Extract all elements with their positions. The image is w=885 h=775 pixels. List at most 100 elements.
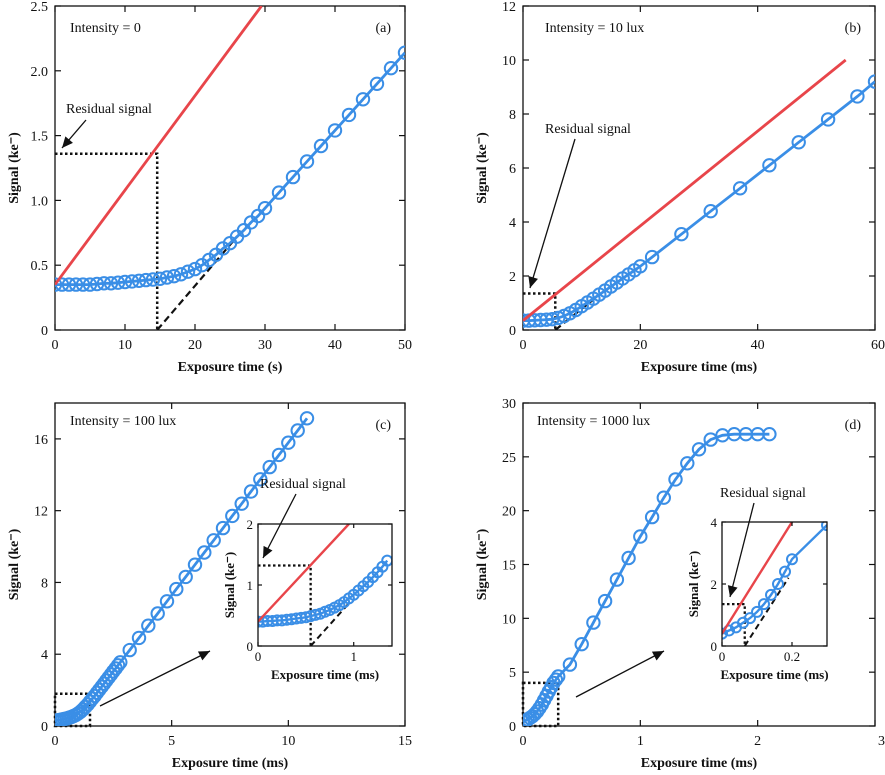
panel-a-measured-point: [145, 272, 161, 287]
panel-b-measured-point: [732, 181, 748, 196]
panel-d-xtick-label: 2: [754, 734, 761, 749]
panel-b-ideal-line: [523, 58, 847, 322]
panel-a-xtick-label: 40: [328, 338, 342, 353]
panel-b-ytick-label: 8: [509, 108, 516, 123]
panel-d-inset-measured-point: [779, 565, 791, 578]
panel-b: 0 20 40 60 0 2 4 6 8 10 12 Exposure time (ms) Signal…: [475, 0, 885, 375]
panel-a-xtick-label: 50: [398, 338, 412, 353]
panel-c-measured-point: [197, 545, 212, 560]
panel-c-measured-point: [253, 472, 268, 487]
panel-a-ytick-label: 2.0: [31, 65, 49, 80]
panel-d-inset-measured-point: [786, 553, 798, 566]
panel-d-panel-label: (d): [845, 418, 862, 433]
panel-d-inset-measured-point: [751, 605, 763, 618]
panel-d-measured-point: [762, 427, 777, 442]
panel-d-measured-point: [609, 572, 625, 587]
panel-c-inset-ylabel: Signal (ke⁻): [222, 552, 237, 618]
panel-c-ytick-label: 8: [41, 576, 48, 591]
panel-d-inset-residual-arrow-shaft: [729, 502, 755, 598]
panel-a-ytick-label: 1.5: [31, 130, 49, 145]
panel-a-series-measured: [55, 45, 405, 292]
panel-d-inset-measured-point: [765, 588, 777, 601]
panel-c-zoom-arrow: [99, 650, 211, 707]
panel-c-inset-ideal-line: [258, 524, 350, 623]
panel-b-ytick-label: 4: [509, 216, 516, 231]
panel-b-residual-arrow-head: [528, 276, 538, 288]
panel-a-measured-point: [124, 274, 140, 289]
panel-a-xlabel: Exposure time (s): [178, 360, 283, 375]
panel-c-inset-xtick-label: 0: [255, 649, 262, 664]
panel-a-measured-point: [131, 273, 147, 288]
panel-d-xtick-label: 1: [637, 734, 644, 749]
panel-a-measured-point: [355, 92, 371, 107]
panel-d-inset-ideal-line: [722, 522, 794, 635]
panel-a-measured-point: [55, 277, 63, 292]
panel-c-inset-measured-line: [258, 559, 389, 623]
panel-b-frame: [522, 5, 876, 331]
panel-b-xtick-label: 60: [871, 338, 885, 353]
panel-b-measured-point: [850, 89, 865, 104]
panel-c-ytick-label: 16: [34, 433, 48, 448]
panel-a: 0 10 20 30 40 50 0 0.5 1.0 1.5 2.0 2.5 Exposure time…: [7, 0, 412, 375]
panel-a-residual-arrow-head: [62, 136, 73, 148]
panel-d-inset-xtick-label: 0: [719, 649, 726, 664]
panel-a-ylabel: Signal (ke⁻): [7, 132, 22, 204]
panel-a-measured-point: [257, 201, 273, 216]
panel-a-ytick-label: 0.5: [31, 259, 49, 274]
panel-c-measured-point: [122, 642, 137, 658]
panel-c-inset-xlabel: Exposure time (ms): [271, 667, 379, 682]
panel-d-inset-measured-point: [744, 612, 756, 625]
panel-d-ylabel: Signal (ke⁻): [475, 528, 490, 600]
panel-d-measured-point: [691, 442, 707, 457]
panel-a-measured-point: [103, 276, 119, 291]
panel-c-inset-residual-label: Residual signal: [260, 477, 346, 492]
panel-b-residual-arrow-shaft: [529, 138, 576, 289]
panel-d-xlabel: Exposure time (ms): [641, 756, 758, 771]
panel-c-panel-label: (c): [375, 418, 391, 433]
panel-b-measured-point: [791, 135, 806, 150]
panel-b-measured-point: [762, 158, 777, 173]
panel-c-inset-ytick-label: 0: [247, 639, 254, 654]
panel-c-measured-point: [271, 447, 287, 463]
panel-c-measured-point: [225, 508, 240, 524]
panel-d-inset-ylabel: Signal (ke⁻): [686, 551, 701, 617]
panel-a-measured-point: [369, 76, 385, 92]
panel-b-measured-point: [633, 259, 648, 274]
panel-b-xtick-label: 0: [520, 338, 527, 353]
panel-c-intensity-label: Intensity = 100 lux: [70, 414, 176, 429]
panel-b-series-ideal: [523, 58, 847, 322]
panel-d-zoom-arrow-shaft: [575, 650, 665, 698]
panel-b-measured-point: [644, 249, 660, 265]
panel-c-xtick-label: 5: [168, 734, 175, 749]
panel-a-series-ideal: [55, 6, 263, 286]
panel-c-frame: [54, 402, 406, 727]
panel-d-inset-measured-point: [758, 598, 770, 611]
panel-c-xtick-label: 10: [281, 734, 295, 749]
panel-c-measured-point: [290, 423, 305, 438]
panel-d-inset-xtick-label: 0.2: [784, 649, 800, 664]
panel-a-panel-label: (a): [375, 21, 391, 36]
panel-a-measured-point: [313, 138, 329, 154]
panel-b-xtick-label: 40: [751, 338, 765, 353]
panel-a-measured-point: [110, 275, 126, 290]
panel-d-inset-measured-point: [772, 578, 784, 590]
panel-c-measured-point: [262, 459, 277, 475]
panel-c-measured-point: [178, 569, 193, 585]
panel-a-measured-point: [96, 276, 112, 291]
panel-a-measured-point: [152, 271, 168, 286]
panel-b-ytick-label: 0: [509, 324, 516, 339]
panel-d-zoom-box: [521, 681, 560, 728]
panel-d-inset-ytick-label: 4: [711, 515, 718, 530]
panel-d-ytick-label: 0: [509, 720, 516, 735]
panel-a-xtick-label: 10: [118, 338, 132, 353]
panel-d-xtick-label: 0: [520, 734, 527, 749]
panel-d-inset-residual-arrow-head: [727, 585, 738, 597]
panel-a-measured-point: [383, 60, 399, 76]
panel-b-series-measured: [523, 74, 875, 328]
panel-d-ytick-label: 25: [502, 451, 516, 466]
panel-d-inset-xlabel: Exposure time (ms): [720, 667, 828, 682]
panel-a-frame: [54, 5, 406, 331]
panel-c-measured-point: [299, 411, 315, 426]
panel-d-zoom-arrow: [575, 650, 665, 698]
